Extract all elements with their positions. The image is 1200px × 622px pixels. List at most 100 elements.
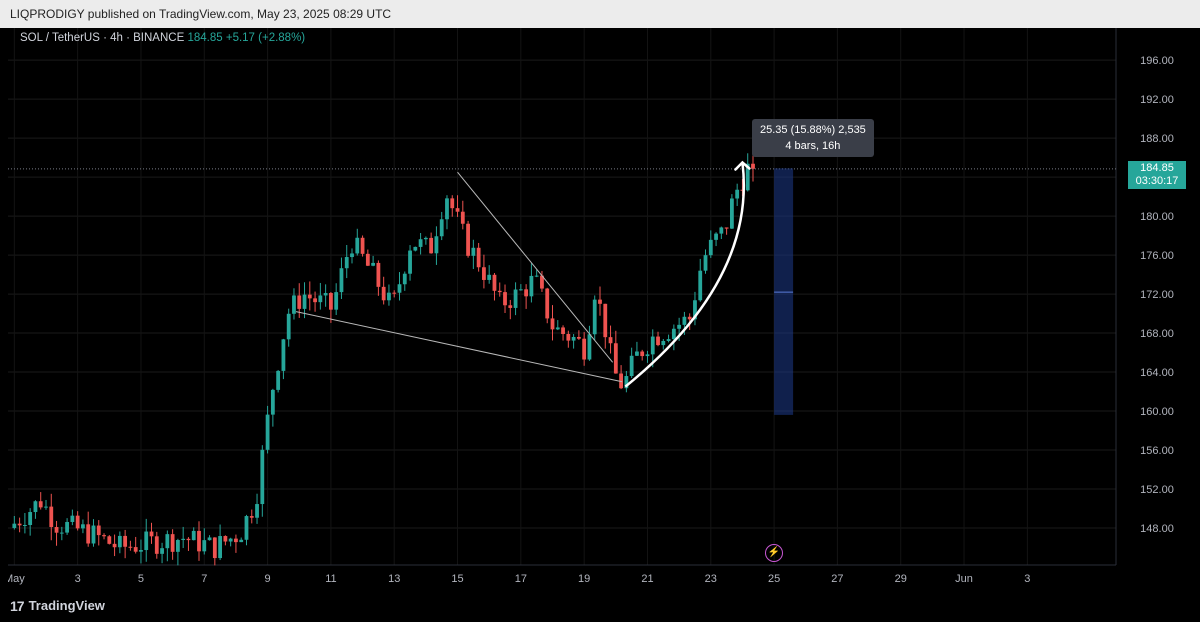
candle-body xyxy=(408,250,412,274)
legend-change: +5.17 (+2.88%) xyxy=(225,32,306,44)
candle-body xyxy=(471,247,476,256)
candles xyxy=(12,152,755,566)
candle-body xyxy=(645,354,650,357)
chart-area[interactable]: 148.00 152.00 156.00 160.00 164.00 168.00 172.… xyxy=(8,28,1190,590)
candle-body xyxy=(555,327,560,330)
candle-body xyxy=(212,537,217,559)
candle-body xyxy=(286,313,291,340)
candle-body xyxy=(270,389,275,415)
candle-body xyxy=(534,275,539,277)
candle-body xyxy=(154,536,159,554)
tradingview-mark-icon: 17 xyxy=(10,598,25,614)
grid-lines xyxy=(8,28,1116,565)
candle-body xyxy=(587,334,592,360)
candle-body xyxy=(640,351,645,357)
candle-body xyxy=(234,538,238,543)
candle-body xyxy=(276,370,281,390)
measure-tooltip: 25.35 (15.88%) 2,535 4 bars, 16h xyxy=(752,119,874,157)
bar-countdown: 03:30:17 xyxy=(1135,175,1179,187)
candle-body xyxy=(698,270,703,301)
symbol-legend: SOL / TetherUS · 4h · BINANCE 184.85 +5.… xyxy=(20,32,305,44)
candle-body xyxy=(323,293,328,296)
candle-body xyxy=(613,343,618,374)
candle-body xyxy=(292,295,296,314)
candle-body xyxy=(228,538,233,542)
publish-text: LIQPRODIGY published on TradingView.com,… xyxy=(10,7,392,21)
candle-body xyxy=(22,525,27,527)
candle-body xyxy=(624,376,629,389)
candle-body xyxy=(239,539,244,543)
candle-body xyxy=(397,284,402,293)
y-tick-label: 156.00 xyxy=(1140,445,1174,457)
candle-body xyxy=(445,198,449,220)
candle-body xyxy=(344,257,349,269)
candle-body xyxy=(671,328,676,340)
candle-body xyxy=(165,534,170,549)
candle-body xyxy=(381,286,386,301)
candle-body xyxy=(545,288,550,319)
x-tick-label: 23 xyxy=(705,573,717,585)
candle-body xyxy=(582,338,587,360)
candle-body xyxy=(70,515,75,522)
candle-body xyxy=(487,274,492,280)
candle-body xyxy=(724,227,729,229)
candle-body xyxy=(450,198,455,209)
candle-body xyxy=(423,237,428,240)
candle-body xyxy=(524,289,529,297)
footer-bar: 17 TradingView xyxy=(0,590,1200,622)
candle-body xyxy=(355,237,360,254)
candle-body xyxy=(434,236,439,254)
candle-body xyxy=(128,546,133,548)
breakout-curve-arrow xyxy=(624,162,746,388)
candle-body xyxy=(703,255,708,271)
candle-body xyxy=(687,316,692,320)
candle-body xyxy=(677,324,682,329)
y-tick-label: 148.00 xyxy=(1140,523,1174,535)
candle-body xyxy=(482,267,486,280)
candle-body xyxy=(571,336,576,341)
candle-body xyxy=(629,355,634,377)
candle-body xyxy=(360,237,365,254)
candle-body xyxy=(144,531,149,551)
y-tick-label: 192.00 xyxy=(1140,94,1174,106)
candle-body xyxy=(513,289,518,308)
candle-body xyxy=(682,316,687,325)
candle-body xyxy=(249,516,254,518)
legend-symbol: SOL / TetherUS · 4h · BINANCE xyxy=(20,32,185,44)
y-tick-label: 176.00 xyxy=(1140,250,1174,262)
candle-body xyxy=(413,246,418,251)
candle-body xyxy=(476,247,481,268)
candle-body xyxy=(81,524,85,529)
candle-body xyxy=(518,289,523,291)
candle-body xyxy=(123,535,128,547)
candle-body xyxy=(38,501,43,508)
x-tick-label: 29 xyxy=(895,573,907,585)
x-tick-label: Jun xyxy=(955,573,973,585)
candle-body xyxy=(719,227,724,234)
candle-body xyxy=(334,292,339,310)
candle-body xyxy=(202,540,207,552)
candle-body xyxy=(745,163,750,191)
candle-body xyxy=(307,294,312,299)
candle-body xyxy=(44,506,48,508)
candle-body xyxy=(529,275,534,297)
x-tick-label: 25 xyxy=(768,573,780,585)
tradingview-logo[interactable]: 17 TradingView xyxy=(10,590,105,622)
candle-body xyxy=(656,336,660,346)
candle-body xyxy=(181,538,186,541)
candle-body xyxy=(107,536,112,544)
candle-body xyxy=(191,530,196,541)
candle-body xyxy=(387,292,391,301)
lightning-icon[interactable]: ⚡ xyxy=(765,544,783,562)
candlestick-chart[interactable]: 148.00 152.00 156.00 160.00 164.00 168.00 172.… xyxy=(8,28,1190,590)
candle-body xyxy=(497,290,502,293)
x-tick-label: 9 xyxy=(265,573,271,585)
candle-body xyxy=(75,515,80,529)
candle-body xyxy=(460,211,465,224)
candle-body xyxy=(186,538,191,541)
candle-body xyxy=(619,373,623,389)
candle-body xyxy=(59,532,64,534)
candle-body xyxy=(17,523,22,526)
candle-body xyxy=(297,295,302,309)
candle-body xyxy=(598,299,602,304)
